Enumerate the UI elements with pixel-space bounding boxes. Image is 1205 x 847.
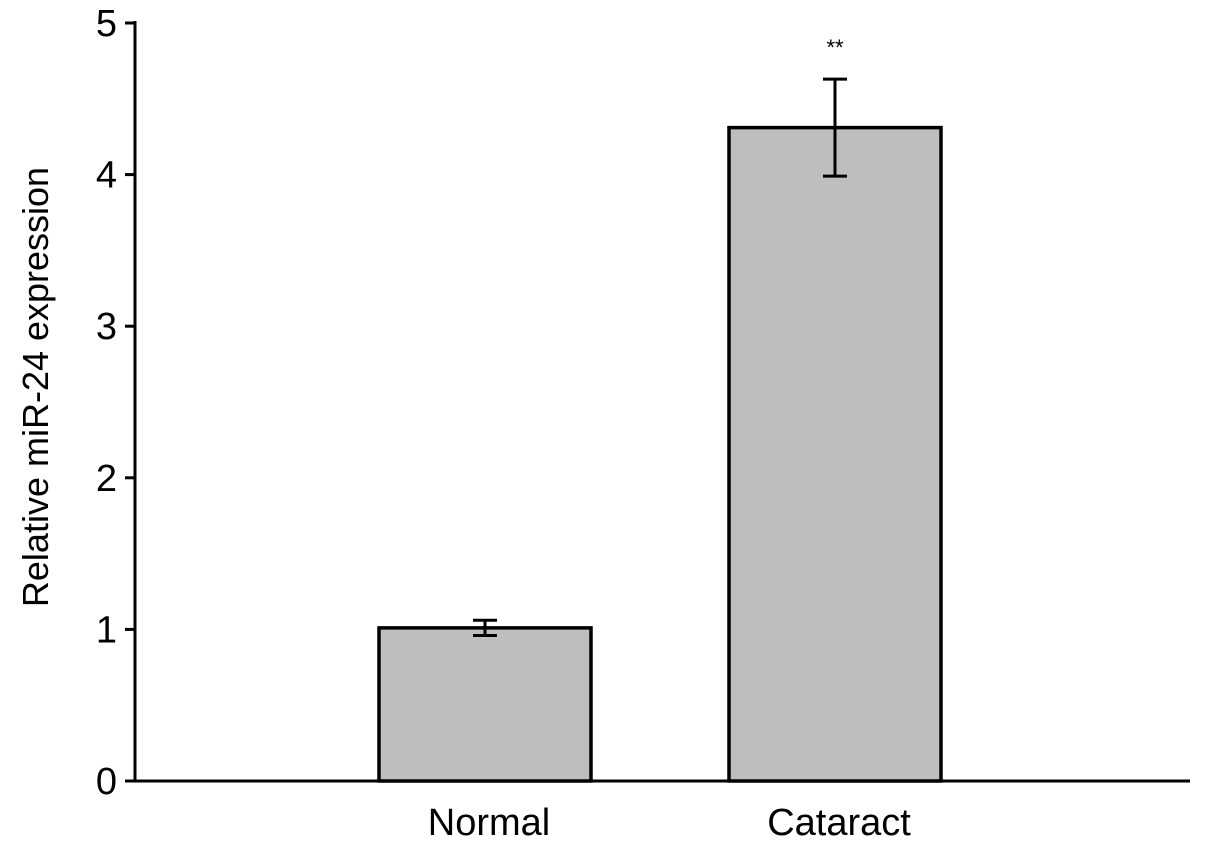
x-tick-label: Normal bbox=[428, 802, 550, 844]
y-tick-label: 3 bbox=[96, 306, 117, 348]
x-axis: Normal Cataract bbox=[135, 779, 1190, 844]
y-tick-label: 5 bbox=[96, 3, 117, 45]
significance-marker: ** bbox=[826, 35, 844, 60]
y-tick-label: 1 bbox=[96, 609, 117, 651]
y-axis: 0 1 2 3 4 5 bbox=[96, 3, 137, 803]
x-tick-label: Cataract bbox=[767, 802, 911, 844]
y-tick-label: 4 bbox=[96, 155, 117, 197]
y-tick-label: 2 bbox=[96, 458, 117, 500]
y-axis-label: Relative miR-24 expression bbox=[15, 167, 56, 607]
bar-cataract bbox=[727, 125, 943, 783]
bar-normal bbox=[377, 626, 593, 783]
bars: ** bbox=[377, 35, 943, 783]
y-tick-label: 0 bbox=[96, 761, 117, 803]
